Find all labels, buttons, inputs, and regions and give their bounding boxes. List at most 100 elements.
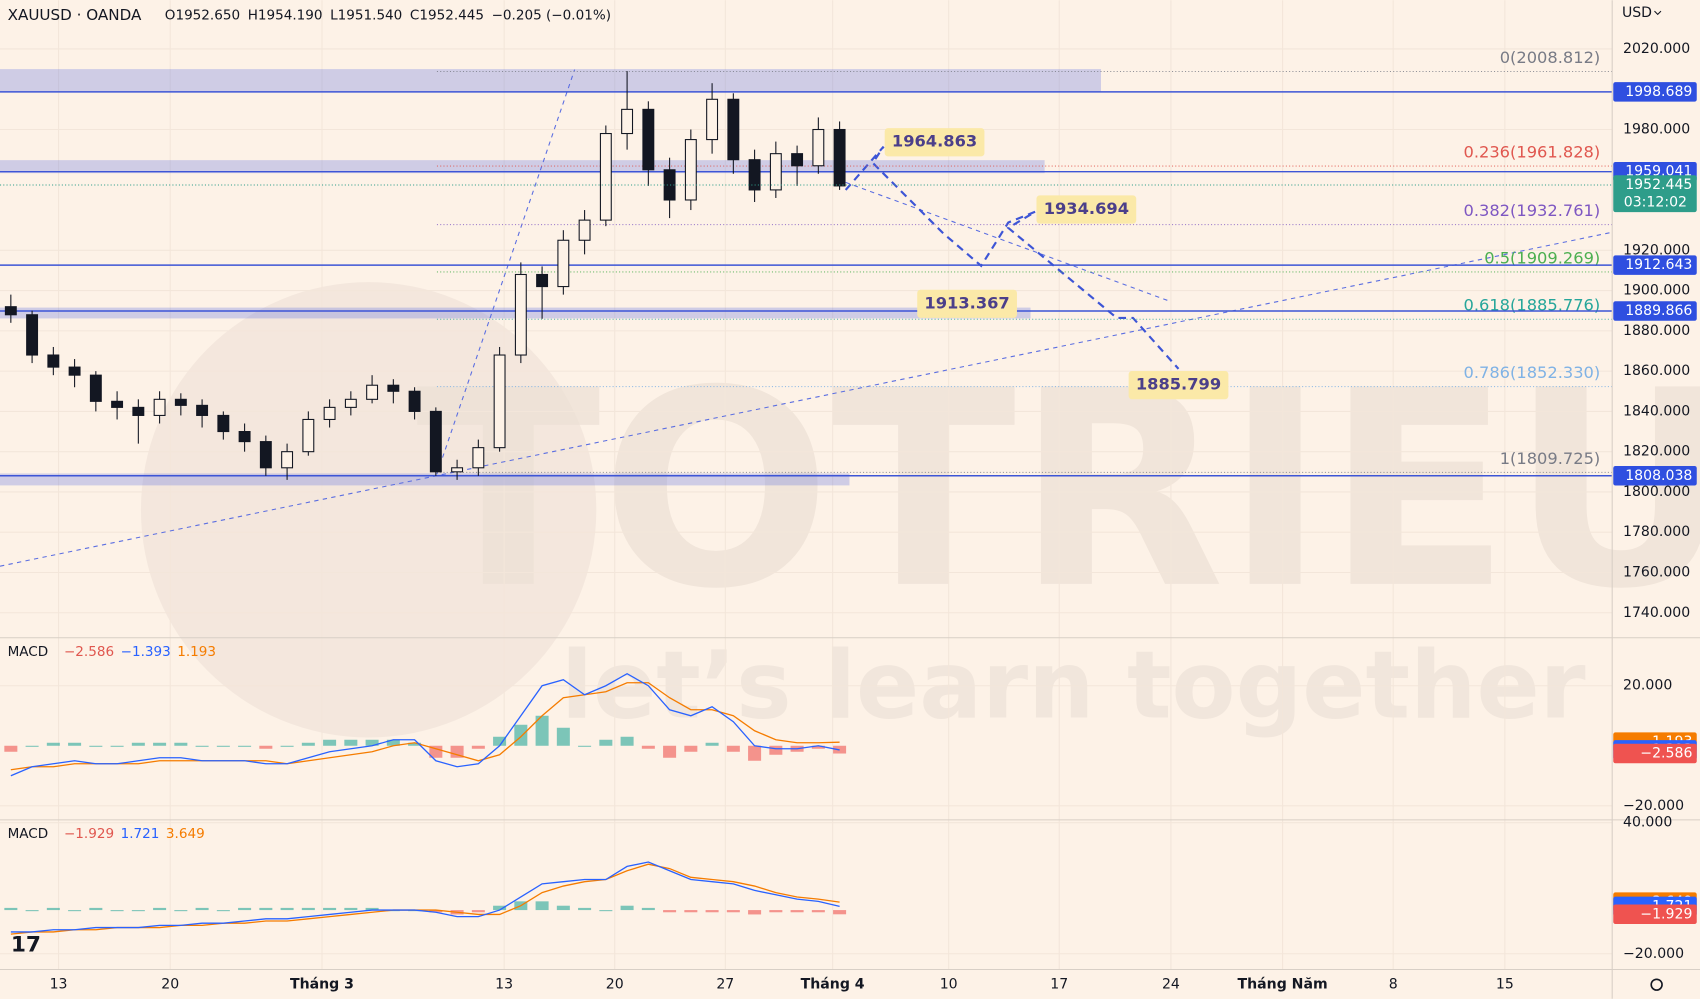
histogram-bar <box>663 745 677 758</box>
annotation-bg <box>917 289 1017 318</box>
candle-body <box>89 374 102 402</box>
y-tick-label: 20.000 <box>1623 678 1672 694</box>
candle-body <box>217 414 230 433</box>
histogram-bar <box>301 742 315 746</box>
y-tick-label: −20.000 <box>1623 946 1684 962</box>
histogram-bar <box>131 742 145 746</box>
symbol: XAUUSD · OANDA <box>8 6 142 24</box>
fib-label: 0.236(1961.828) <box>1464 143 1601 162</box>
y-tick-label: 1780.000 <box>1623 524 1690 540</box>
y-tick-label: 1760.000 <box>1623 564 1690 580</box>
histogram-bar <box>195 745 209 747</box>
histogram-bar <box>620 905 634 911</box>
histogram-bar <box>471 910 485 913</box>
histogram-bar <box>344 907 358 911</box>
pane-title: MACD <box>8 826 49 842</box>
histogram-bar <box>769 745 783 755</box>
level-tag: 1998.689 <box>1625 84 1692 100</box>
watermark: TOTRIEU let’s learn together <box>140 282 1700 739</box>
histogram-bar <box>705 742 719 746</box>
fib-label: 0.618(1885.776) <box>1464 296 1601 315</box>
candle-body <box>748 159 761 191</box>
histogram-bar <box>131 910 145 912</box>
histogram-bar <box>174 742 188 746</box>
histogram-bar <box>216 745 230 747</box>
x-tick-label: 8 <box>1389 977 1398 993</box>
candle-body <box>833 128 846 187</box>
histogram-bar <box>811 745 825 749</box>
candle-body <box>323 406 336 421</box>
histogram-bar <box>429 910 443 913</box>
y-tick-label: 1980.000 <box>1623 122 1690 138</box>
histogram-bar <box>493 736 507 746</box>
histogram-bar <box>535 901 549 911</box>
annotation: 1885.799 <box>1136 375 1221 394</box>
grid <box>0 0 1613 970</box>
histogram-tag-bg <box>1613 904 1697 925</box>
histogram-bar <box>4 745 18 752</box>
candle-body <box>557 239 570 288</box>
candle-body <box>259 441 272 469</box>
histogram-bar <box>259 745 273 749</box>
annotation-bg <box>884 128 985 157</box>
candle-body <box>4 306 17 316</box>
zone <box>0 160 1045 174</box>
histogram-bar <box>833 910 847 915</box>
level-tag: 1889.866 <box>1625 303 1692 319</box>
fib-label: 0(2008.812) <box>1500 48 1601 67</box>
macd-line <box>10 672 840 777</box>
macd-line <box>10 861 840 933</box>
countdown: 03:12:02 <box>1624 194 1687 210</box>
histogram-bar <box>153 907 167 911</box>
histogram-bar <box>408 742 422 746</box>
candle-body <box>47 354 60 368</box>
y-tick-label: 1900.000 <box>1623 283 1690 299</box>
histogram-bar <box>769 910 783 913</box>
trend-line <box>845 181 1172 303</box>
histogram-bar <box>748 745 762 761</box>
y-tick-label: −20.000 <box>1623 798 1684 814</box>
level-tag-bg <box>1613 82 1697 102</box>
fib-label: 1(1809.725) <box>1500 449 1601 468</box>
y-tick-label: 1740.000 <box>1623 605 1690 621</box>
histogram-bar <box>323 907 337 911</box>
signal-line <box>10 863 840 935</box>
candle-body <box>578 219 591 241</box>
watermark-logo <box>140 282 597 738</box>
candle-body <box>408 390 421 412</box>
histogram-bar <box>556 727 570 746</box>
histogram-bar <box>429 745 443 758</box>
histogram-bar <box>748 910 762 915</box>
currency-menu[interactable]: USD <box>1622 5 1652 21</box>
annotation: 1964.863 <box>892 132 977 151</box>
histogram-bar <box>535 715 549 746</box>
legend-histogram: −1.929 <box>64 826 114 842</box>
level-tag-bg <box>1613 255 1697 275</box>
zone <box>0 69 1101 92</box>
tv-logo: 17 <box>11 933 41 958</box>
candle-body <box>812 128 825 167</box>
candle-body <box>472 447 485 469</box>
candle-body <box>111 400 124 408</box>
legend-signal: 3.649 <box>166 826 205 842</box>
trend-line <box>436 69 576 475</box>
fib-label: 0.786(1852.330) <box>1464 363 1601 382</box>
candle-body <box>302 418 315 453</box>
legend-macd: 1.721 <box>121 826 160 842</box>
x-tick-label: Tháng 4 <box>801 977 865 993</box>
histogram-bar <box>89 745 103 747</box>
histogram-bar <box>641 745 655 749</box>
histogram-bar <box>153 742 167 746</box>
histogram-bar <box>386 739 400 746</box>
histogram-bar <box>46 742 60 746</box>
histogram-bar <box>599 910 613 912</box>
histogram-bar <box>68 910 82 912</box>
y-tick-label: 2020.000 <box>1623 41 1690 57</box>
histogram-bar <box>705 910 719 913</box>
candle-body <box>684 139 697 201</box>
candle-body <box>238 431 251 443</box>
histogram-bar <box>110 745 124 747</box>
settings-icon[interactable] <box>1650 978 1663 991</box>
histogram-bar <box>599 739 613 746</box>
